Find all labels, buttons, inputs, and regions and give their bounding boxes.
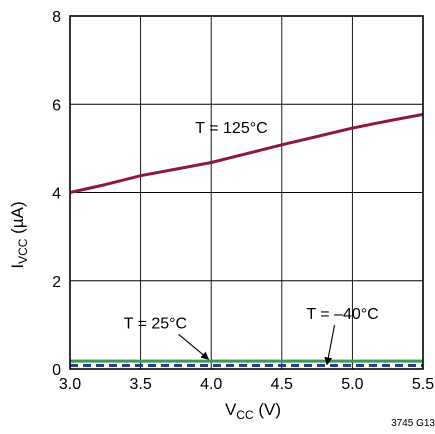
series-line (69, 112, 424, 194)
series-annotation: T = –40°C (306, 306, 378, 323)
y-tick-label: 6 (52, 97, 61, 114)
annotation-arrow (178, 333, 210, 360)
x-tick-label: 5.0 (341, 376, 363, 393)
y-tick-label: 0 (52, 362, 61, 379)
series-annotation: T = 25°C (124, 315, 187, 332)
series-annotation: T = 125°C (195, 120, 267, 137)
x-tick-label: 4.5 (271, 376, 293, 393)
x-axis-label: VCC (V) (225, 400, 281, 422)
y-tick-label: 2 (52, 274, 61, 291)
x-tick-label: 3.0 (59, 376, 81, 393)
x-tick-label: 5.5 (412, 376, 434, 393)
grid-lines (70, 16, 423, 369)
annotations: T = 125°C T = 25°C T = –40°C (124, 120, 379, 366)
y-axis-label: IVCC (µA) (8, 201, 30, 268)
plot-frame (69, 15, 424, 370)
annotation-arrow (324, 325, 336, 366)
figure-id: 3745 G13 (391, 418, 435, 429)
y-tick-label: 4 (52, 186, 61, 203)
x-tick-label: 3.5 (129, 376, 151, 393)
tick-labels: 3.0 3.5 4.0 4.5 5.0 5.5 0 2 4 6 8 (52, 9, 434, 393)
series-lines (69, 112, 424, 367)
x-tick-label: 4.0 (200, 376, 222, 393)
y-tick-label: 8 (52, 9, 61, 26)
